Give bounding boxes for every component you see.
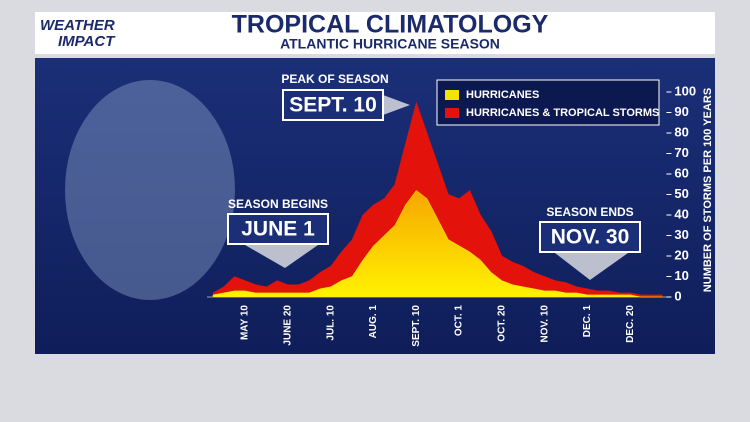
x-tick-label: DEC. 1: [582, 305, 593, 338]
y-tick-label: 50: [674, 186, 688, 201]
x-tick-label: OCT. 20: [497, 305, 508, 342]
legend-label: HURRICANES & TROPICAL STORMS: [466, 107, 659, 119]
legend-swatch: [445, 90, 459, 100]
callout-arrow: [555, 253, 628, 280]
callout-arrow: [383, 95, 410, 115]
annotation-label: SEASON BEGINS: [228, 197, 328, 211]
area: [212, 190, 663, 298]
annotation-box: [227, 213, 329, 245]
legend: [436, 79, 660, 126]
annotation-text: SEPT. 10: [289, 94, 377, 117]
annotation-box: [539, 221, 641, 253]
y-tick-label: 10: [674, 268, 688, 283]
x-tick-label: OCT. 1: [454, 305, 465, 337]
y-tick-label: 20: [674, 247, 688, 262]
annotation-box: [282, 89, 384, 121]
legend-label: HURRICANES: [466, 89, 539, 101]
y-tick-label: 40: [674, 206, 688, 221]
y-tick-label: 30: [674, 227, 688, 242]
y-tick-label: 100: [674, 83, 696, 98]
x-tick-label: AUG. 1: [368, 305, 379, 339]
callout-arrow: [245, 245, 318, 268]
brand-line-1: WEATHER: [40, 17, 115, 34]
y-axis-label: NUMBER OF STORMS PER 100 YEARS: [702, 88, 714, 292]
x-tick-label: MAY 10: [240, 305, 251, 340]
hurricane-icon: [65, 80, 235, 300]
y-tick-label: 90: [674, 104, 688, 119]
annotation-label: SEASON ENDS: [546, 205, 633, 219]
annotation-label: PEAK OF SEASON: [281, 72, 388, 86]
y-tick-label: 60: [674, 165, 688, 180]
legend-swatch: [445, 108, 459, 118]
x-tick-label: NOV. 10: [539, 305, 550, 343]
x-tick-label: SEPT. 10: [411, 305, 422, 347]
x-tick-label: DEC. 20: [625, 305, 636, 343]
x-tick-label: JUNE 20: [283, 305, 294, 346]
y-tick-label: 80: [674, 124, 688, 139]
y-tick-label: 70: [674, 145, 688, 160]
chart-title: TROPICAL CLIMATOLOGY: [232, 11, 549, 39]
header-bar: [35, 12, 715, 54]
brand-line-2: IMPACT: [58, 33, 116, 50]
chart-subtitle: ATLANTIC HURRICANE SEASON: [280, 36, 500, 52]
annotation-text: NOV. 30: [551, 226, 630, 249]
y-tick-label: 0: [674, 288, 681, 303]
area: [212, 101, 663, 298]
annotation-text: JUNE 1: [241, 218, 315, 241]
x-tick-label: JUL. 10: [325, 305, 336, 341]
